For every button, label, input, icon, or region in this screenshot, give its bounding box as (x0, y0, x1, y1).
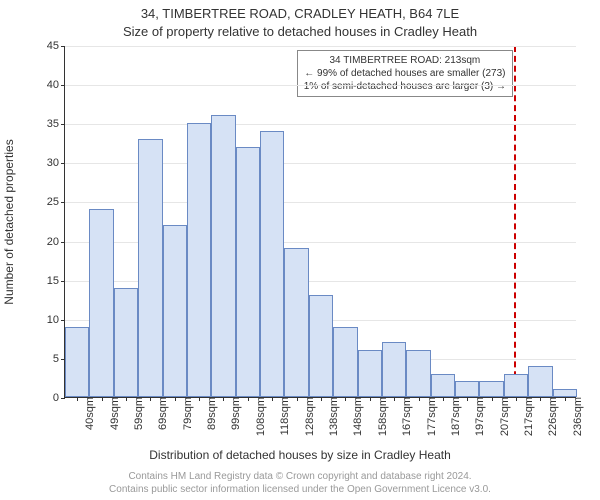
x-tick-mark (223, 397, 224, 401)
x-tick-mark (77, 397, 78, 401)
y-tick-label: 20 (47, 236, 65, 248)
chart-title-sub: Size of property relative to detached ho… (0, 24, 600, 39)
histogram-bar (260, 131, 284, 397)
x-tick-mark (199, 397, 200, 401)
histogram-bar (187, 123, 211, 397)
x-tick-mark (370, 397, 371, 401)
x-tick-mark (467, 397, 468, 401)
x-tick-label: 128sqm (302, 397, 316, 436)
histogram-bar (309, 295, 333, 397)
x-tick-label: 49sqm (107, 397, 121, 430)
x-tick-mark (297, 397, 298, 401)
grid-line (65, 85, 576, 86)
x-tick-label: 138sqm (326, 397, 340, 436)
y-tick-label: 25 (47, 196, 65, 208)
footer-note: Contains HM Land Registry data © Crown c… (0, 470, 600, 496)
x-tick-mark (540, 397, 541, 401)
x-tick-mark (516, 397, 517, 401)
x-tick-label: 79sqm (180, 397, 194, 430)
x-tick-label: 187sqm (448, 397, 462, 436)
x-tick-mark (175, 397, 176, 401)
chart-title-main: 34, TIMBERTREE ROAD, CRADLEY HEATH, B64 … (0, 6, 600, 21)
histogram-bar (284, 248, 308, 397)
y-tick-label: 40 (47, 79, 65, 91)
x-tick-label: 99sqm (228, 397, 242, 430)
histogram-bar (431, 374, 455, 397)
x-tick-mark (150, 397, 151, 401)
histogram-bar (455, 381, 479, 397)
x-tick-label: 148sqm (350, 397, 364, 436)
histogram-bar (138, 139, 162, 397)
plot-area: 34 TIMBERTREE ROAD: 213sqm ← 99% of deta… (64, 46, 576, 398)
x-tick-mark (126, 397, 127, 401)
x-tick-mark (419, 397, 420, 401)
x-tick-label: 236sqm (570, 397, 584, 436)
histogram-bar (382, 342, 406, 397)
x-tick-mark (321, 397, 322, 401)
histogram-bar (553, 389, 577, 397)
y-tick-label: 10 (47, 314, 65, 326)
y-tick-label: 30 (47, 157, 65, 169)
histogram-bar (528, 366, 552, 397)
x-tick-label: 217sqm (521, 397, 535, 436)
x-tick-label: 118sqm (277, 397, 291, 435)
annotation-box: 34 TIMBERTREE ROAD: 213sqm ← 99% of deta… (297, 50, 513, 97)
y-tick-label: 0 (53, 392, 65, 404)
x-tick-mark (345, 397, 346, 401)
x-tick-label: 59sqm (131, 397, 145, 430)
x-tick-label: 177sqm (424, 397, 438, 436)
x-tick-label: 197sqm (472, 397, 486, 436)
annotation-line-3: 1% of semi-detached houses are larger (3… (304, 80, 506, 93)
y-tick-label: 5 (53, 353, 65, 365)
grid-line (65, 124, 576, 125)
x-tick-mark (565, 397, 566, 401)
x-tick-label: 207sqm (497, 397, 511, 436)
histogram-bar (236, 147, 260, 397)
x-tick-mark (443, 397, 444, 401)
histogram-bar (358, 350, 382, 397)
x-tick-mark (492, 397, 493, 401)
histogram-bar (333, 327, 357, 397)
histogram-bar (406, 350, 430, 397)
y-tick-label: 35 (47, 118, 65, 130)
y-tick-label: 45 (47, 40, 65, 52)
annotation-line-1: 34 TIMBERTREE ROAD: 213sqm (304, 54, 506, 67)
x-tick-mark (248, 397, 249, 401)
annotation-line-2: ← 99% of detached houses are smaller (27… (304, 67, 506, 80)
y-axis-title: Number of detached properties (2, 139, 16, 304)
x-tick-mark (272, 397, 273, 401)
histogram-bar (65, 327, 89, 397)
x-tick-label: 226sqm (545, 397, 559, 436)
histogram-bar (504, 374, 528, 397)
chart-container: 34, TIMBERTREE ROAD, CRADLEY HEATH, B64 … (0, 0, 600, 500)
histogram-bar (211, 115, 235, 397)
x-axis-title: Distribution of detached houses by size … (0, 448, 600, 462)
x-tick-mark (102, 397, 103, 401)
histogram-bar (89, 209, 113, 397)
x-tick-label: 89sqm (204, 397, 218, 430)
histogram-bar (479, 381, 503, 397)
x-tick-label: 69sqm (155, 397, 169, 430)
x-tick-label: 40sqm (82, 397, 96, 430)
footer-line-2: Contains public sector information licen… (0, 483, 600, 496)
x-tick-label: 158sqm (375, 397, 389, 436)
x-tick-label: 167sqm (399, 397, 413, 436)
histogram-bar (114, 288, 138, 398)
grid-line (65, 46, 576, 47)
x-tick-mark (394, 397, 395, 401)
x-tick-label: 108sqm (253, 397, 267, 436)
reference-line (514, 46, 516, 397)
y-tick-label: 15 (47, 275, 65, 287)
histogram-bar (163, 225, 187, 397)
footer-line-1: Contains HM Land Registry data © Crown c… (0, 470, 600, 483)
